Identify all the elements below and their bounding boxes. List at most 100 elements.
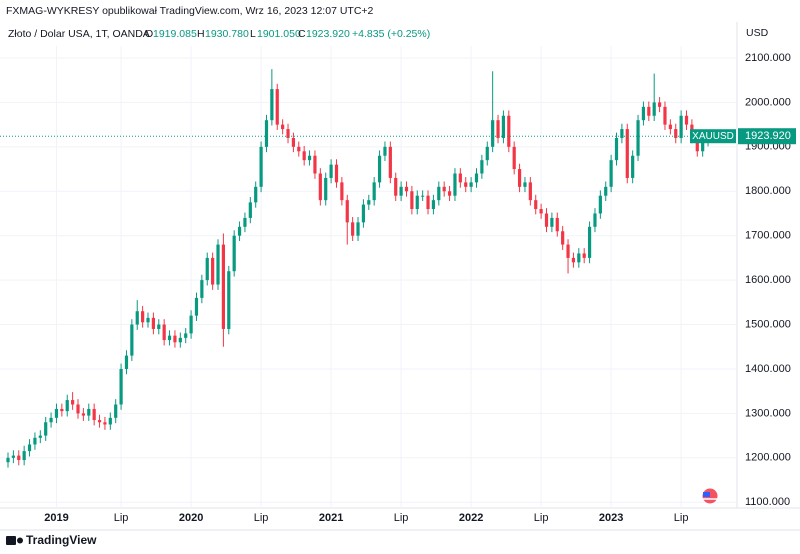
candle-body (469, 182, 473, 187)
candle-body (97, 420, 102, 423)
candle-body (517, 169, 522, 187)
candle-body (60, 408, 64, 412)
candle-body (27, 444, 32, 452)
candle-body (674, 129, 678, 138)
candle-body (377, 155, 382, 183)
candle-body (264, 120, 269, 147)
candle-body (200, 280, 204, 298)
y-tick-label: 1400.000 (745, 363, 791, 375)
candle-body (119, 368, 123, 405)
candle-body (593, 213, 597, 227)
candle-body (561, 231, 565, 245)
candle-body (582, 253, 586, 258)
candle-body (523, 182, 527, 187)
candle-body (415, 195, 419, 210)
candle-body (92, 408, 96, 421)
candle-body (135, 311, 139, 325)
candle-body (162, 324, 166, 341)
price-tag-label: 1923.920 (745, 130, 791, 142)
candle-body (598, 195, 602, 214)
candle-body (227, 271, 231, 329)
x-tick-label: 2022 (459, 512, 483, 524)
candle-body (173, 335, 177, 343)
candle-body (318, 173, 322, 201)
candle-body (334, 164, 339, 183)
candle-body (663, 106, 667, 125)
candle-body (243, 217, 247, 227)
candle-body (259, 146, 263, 187)
candle-body (270, 89, 274, 121)
candle-body (614, 137, 619, 161)
candle-body (189, 315, 193, 334)
x-tick-label: Lip (114, 512, 129, 524)
candle-body (426, 195, 430, 210)
symbol: Złoto / Dolar USA, 1T, OANDA (8, 28, 150, 40)
candle-body (87, 408, 91, 416)
candle-body (485, 146, 489, 161)
candle-body (286, 129, 290, 138)
x-tick-label: 2020 (179, 512, 203, 524)
candle-body (544, 213, 549, 227)
candle-body (458, 173, 462, 183)
candle-body (604, 186, 608, 196)
y-tick-label: 1200.000 (745, 452, 791, 464)
candle-body (248, 202, 252, 218)
candle-body (701, 137, 705, 152)
ohlc-key: L (250, 28, 256, 40)
ohlc-key: C (298, 28, 306, 40)
candle-body (130, 324, 134, 356)
candle-body (528, 182, 532, 201)
candle-body (6, 457, 10, 463)
candle-body (345, 200, 349, 223)
candle-body (453, 173, 457, 196)
candle-body (216, 244, 220, 285)
candle-body (313, 155, 317, 174)
candle-body (361, 204, 366, 223)
candle-body (372, 182, 376, 201)
candle-body (695, 137, 699, 152)
candle-body (22, 451, 26, 461)
candle-body (442, 186, 446, 192)
x-tick-label: 2019 (44, 512, 68, 524)
candle-body (124, 355, 129, 369)
candle-body (157, 324, 161, 329)
candle-body (550, 217, 554, 227)
candle-body (566, 244, 570, 258)
candle-body (625, 129, 629, 178)
x-tick-label: 2023 (599, 512, 623, 524)
candle-body (302, 151, 306, 161)
candle-body (437, 186, 441, 201)
x-tick-label: Lip (254, 512, 269, 524)
candle-body (577, 253, 581, 263)
flag-icon (702, 488, 718, 504)
candle-body (679, 115, 683, 138)
candle-body (54, 408, 59, 418)
y-tick-label: 1600.000 (745, 274, 791, 286)
candle-body (11, 455, 15, 458)
candle-body (103, 422, 107, 425)
candle-body (641, 106, 646, 121)
candle-body (71, 400, 75, 405)
candle-body (652, 102, 656, 116)
candle-body (81, 413, 85, 416)
x-tick-label: 2021 (319, 512, 343, 524)
candle-body (587, 226, 592, 258)
candle-body (281, 124, 285, 130)
candle-body (620, 129, 624, 138)
candle-body (141, 311, 145, 323)
candle-body (571, 257, 576, 263)
candle-body (17, 455, 21, 461)
candle-body (609, 160, 613, 187)
x-tick-label: Lip (674, 512, 689, 524)
candle-body (647, 106, 651, 116)
ohlc-key: H (197, 28, 205, 40)
candle-body (275, 89, 279, 125)
y-tick-label: 1700.000 (745, 230, 791, 242)
candle-body (555, 217, 559, 232)
candle-body (631, 155, 635, 178)
candle-body (329, 164, 333, 178)
candle-body (534, 200, 538, 210)
ticker-tag (690, 129, 736, 144)
